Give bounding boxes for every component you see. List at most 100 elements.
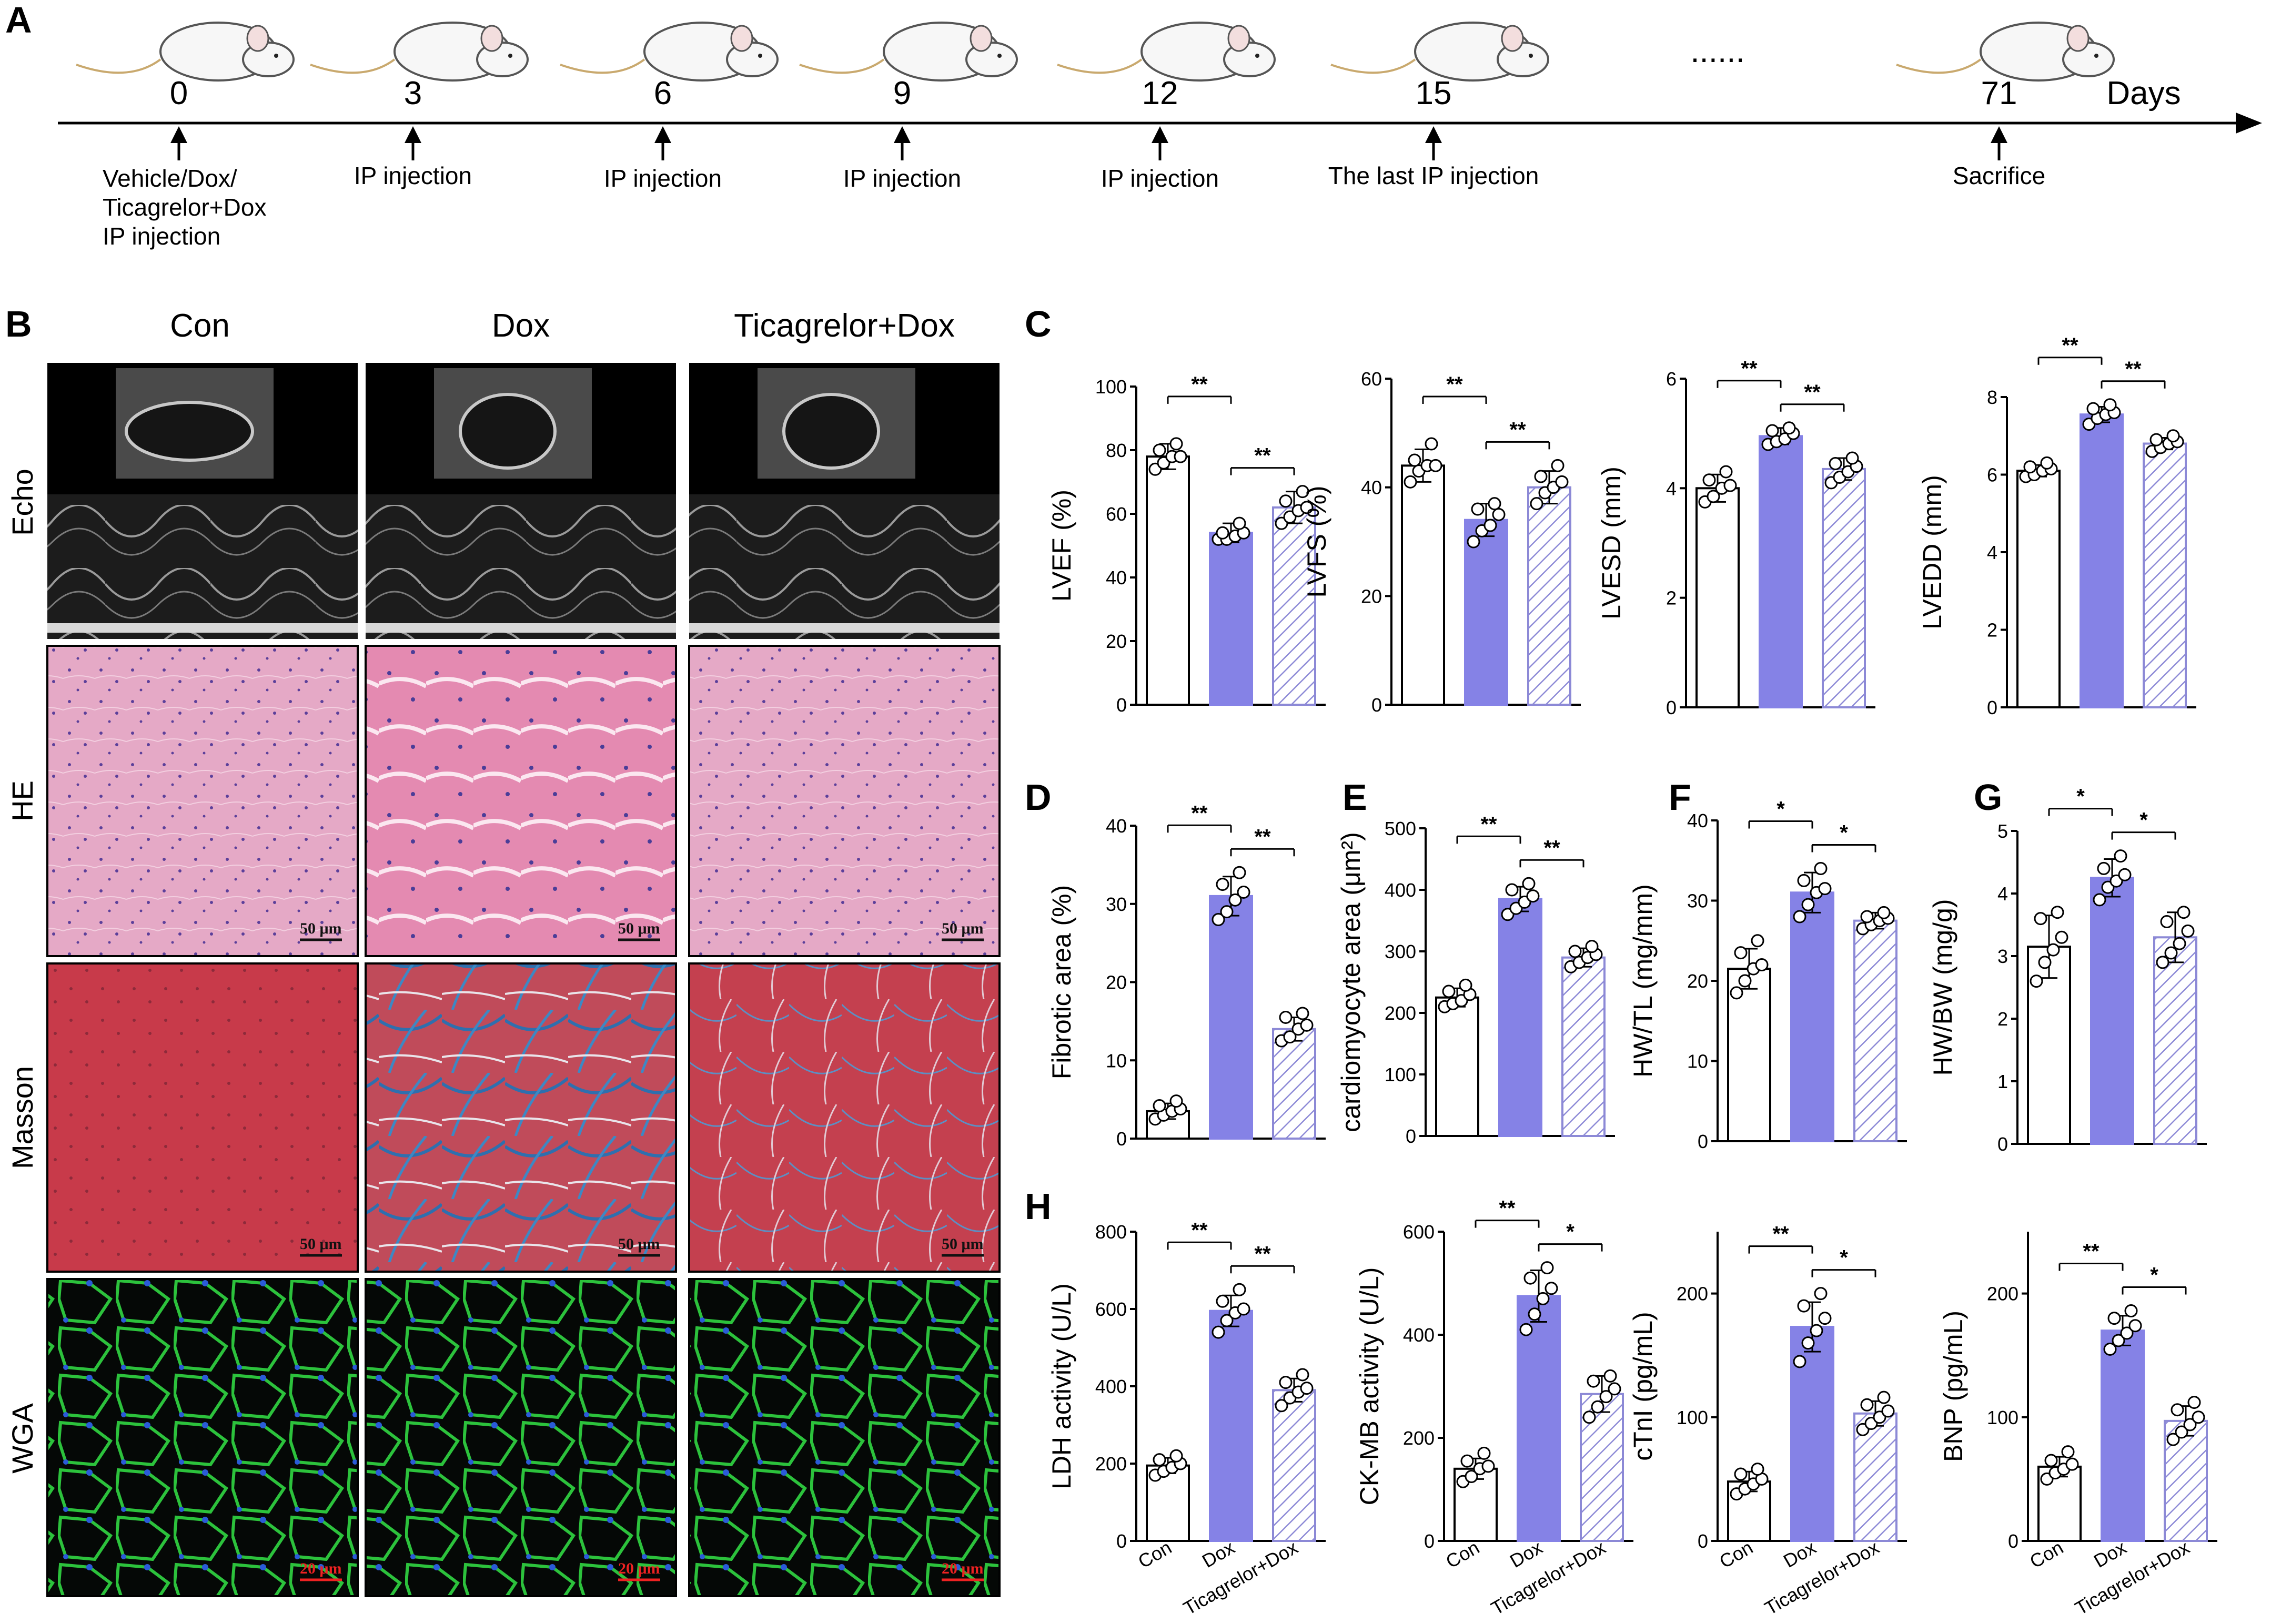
data-point bbox=[2051, 906, 2064, 919]
bar-dox bbox=[2090, 877, 2134, 1145]
data-point bbox=[1216, 878, 1229, 891]
data-point bbox=[1220, 905, 1234, 919]
data-point bbox=[2175, 1425, 2188, 1439]
data-point bbox=[2023, 460, 2037, 474]
event-arrowhead bbox=[405, 126, 421, 143]
data-point bbox=[2166, 1433, 2180, 1446]
sig-label: ** bbox=[1480, 813, 1497, 836]
data-point bbox=[2120, 1326, 2134, 1340]
data-point bbox=[1530, 497, 1543, 511]
data-point bbox=[2030, 975, 2043, 988]
panel-label-B: B bbox=[5, 303, 32, 344]
data-point bbox=[1442, 984, 1456, 998]
data-point bbox=[2114, 849, 2127, 863]
event-arrowhead bbox=[1991, 126, 2007, 143]
data-point bbox=[1460, 1454, 1474, 1468]
timeline-day-0: 0 bbox=[170, 75, 188, 111]
panel-label-H: H bbox=[1025, 1186, 1052, 1227]
data-point bbox=[1860, 1398, 1874, 1412]
sig-label: ** bbox=[1804, 381, 1821, 404]
y-tick-label: 500 bbox=[1385, 818, 1416, 839]
data-point bbox=[1734, 1467, 1748, 1481]
y-tick-label: 400 bbox=[1403, 1324, 1435, 1346]
data-point bbox=[2103, 1342, 2117, 1356]
data-point bbox=[1534, 470, 1548, 483]
bar-dox bbox=[2101, 1329, 2145, 1542]
data-point bbox=[2118, 868, 2132, 881]
scale-bar-label: 50 μm bbox=[618, 920, 660, 937]
data-point bbox=[1603, 1369, 1617, 1383]
y-tick-label: 200 bbox=[1677, 1283, 1708, 1305]
sig-label: ** bbox=[1772, 1223, 1789, 1246]
mouse-icon bbox=[310, 22, 529, 82]
event-arrowhead bbox=[1425, 126, 1442, 143]
data-point bbox=[2149, 433, 2163, 446]
data-point bbox=[2107, 1312, 2121, 1325]
data-point bbox=[1425, 437, 1438, 451]
timeline-event-label: IP injection bbox=[604, 165, 722, 192]
y-tick-label: 0 bbox=[1116, 1128, 1127, 1150]
timeline-day-3: 3 bbox=[404, 75, 422, 111]
data-point bbox=[1568, 945, 1582, 958]
data-point bbox=[1522, 877, 1536, 890]
data-point bbox=[1540, 1261, 1554, 1275]
data-point bbox=[1797, 1299, 1811, 1313]
chart-7: 0 1 2 3 4 5 HW/BW (mg/g) * * bbox=[1928, 785, 2207, 1155]
micrograph-wga-0: 20 μm bbox=[46, 1278, 359, 1597]
mouse-icon bbox=[1896, 22, 2115, 82]
data-point bbox=[1279, 1376, 1293, 1389]
x-tick-label: Ticagrelor+Dox bbox=[2071, 1536, 2193, 1619]
data-point bbox=[2086, 402, 2100, 415]
data-point bbox=[2160, 915, 2174, 929]
y-tick-label: 10 bbox=[1106, 1050, 1127, 1071]
data-point bbox=[2192, 1410, 2205, 1424]
x-tick-label: Ticagrelor+Dox bbox=[1487, 1536, 1609, 1619]
data-point bbox=[1551, 459, 1565, 472]
sig-label: * bbox=[2139, 809, 2148, 832]
data-point bbox=[2156, 956, 2169, 969]
row-header-wga: WGA bbox=[6, 1403, 39, 1473]
timeline-day-9: 9 bbox=[893, 75, 911, 111]
bar-con bbox=[1146, 455, 1190, 706]
data-point bbox=[1519, 1323, 1533, 1336]
data-point bbox=[2055, 930, 2068, 944]
histology-grid: Con Dox Ticagrelor+Dox Echo HE 50 μm 50 μm 50 μ… bbox=[6, 308, 1001, 1597]
y-tick-label: 400 bbox=[1095, 1376, 1127, 1397]
y-tick-label: 1 bbox=[1997, 1071, 2008, 1092]
data-point bbox=[1279, 1010, 1293, 1024]
micrograph-wga-1: 20 μm bbox=[365, 1278, 677, 1597]
y-tick-label: 600 bbox=[1403, 1221, 1435, 1243]
data-point bbox=[1279, 494, 1293, 508]
row-header-echo: Echo bbox=[6, 469, 39, 536]
data-point bbox=[1153, 1099, 1166, 1113]
data-point bbox=[1467, 535, 1480, 549]
micrograph-he-1: 50 μm bbox=[365, 645, 677, 957]
data-point bbox=[1810, 1324, 1823, 1337]
sig-label: ** bbox=[1499, 1197, 1516, 1220]
y-tick-label: 20 bbox=[1361, 585, 1382, 607]
timeline-event-label: IP injection bbox=[103, 222, 220, 250]
y-tick-label: 20 bbox=[1106, 631, 1127, 652]
timeline-event-label: Sacrifice bbox=[1953, 162, 2045, 189]
sig-label: ** bbox=[1191, 1219, 1208, 1242]
timeline-event-label: IP injection bbox=[1101, 165, 1219, 192]
y-tick-label: 2 bbox=[1997, 1008, 2008, 1030]
sig-label: ** bbox=[2062, 334, 2078, 357]
bar-dox bbox=[1759, 435, 1803, 708]
bar-dox bbox=[2080, 413, 2124, 708]
data-point bbox=[1237, 1302, 1250, 1316]
y-tick-label: 40 bbox=[1687, 810, 1708, 831]
data-point bbox=[2177, 906, 2191, 919]
bar-dox bbox=[1209, 895, 1253, 1140]
sig-label: ** bbox=[1191, 373, 1208, 396]
y-tick-label: 600 bbox=[1095, 1298, 1127, 1320]
bar-ticagrelor+dox bbox=[1272, 1389, 1316, 1542]
data-point bbox=[1526, 889, 1540, 903]
data-point bbox=[2128, 1319, 2142, 1333]
data-point bbox=[2103, 398, 2117, 412]
panel-label-E: E bbox=[1343, 777, 1367, 818]
sig-label: * bbox=[2150, 1264, 2158, 1287]
data-point bbox=[1216, 1294, 1229, 1308]
data-point bbox=[1818, 882, 1832, 896]
